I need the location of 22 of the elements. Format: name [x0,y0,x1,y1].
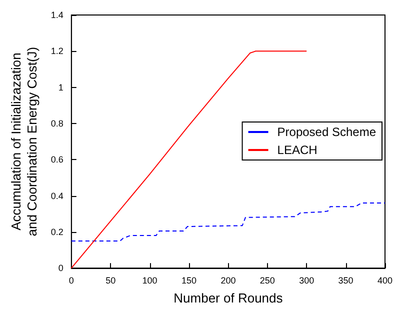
y-tick-label: 0.4 [50,190,64,201]
y-tick-label: 0.6 [50,154,64,165]
x-tick-label: 300 [299,276,314,286]
x-tick-label: 350 [338,276,354,286]
legend-label: Proposed Scheme [277,125,376,139]
y-tick-label: 0.8 [50,118,64,128]
legend-label: LEACH [277,143,318,157]
x-tick-label: 0 [68,276,74,286]
y-tick-label: 1.2 [50,46,64,56]
line-series [70,202,386,242]
x-tick-label: 50 [106,276,116,286]
x-axis-title: Number of Rounds [174,290,284,306]
y-tick-label: 1.4 [50,10,64,20]
x-tick-label: 400 [377,276,393,286]
y-tick-label: 0 [58,263,64,274]
x-tick-label: 150 [181,276,197,286]
x-tick-label: 200 [220,276,236,286]
y-axis-title: Accumulation of Initializazation and Coordination Energy Cost(J) [8,46,40,236]
x-tick-label: 250 [260,276,275,286]
y-tick-label: 0.2 [50,226,64,237]
y-tick-label: 1 [58,82,64,92]
x-tick-label: 100 [142,276,158,286]
